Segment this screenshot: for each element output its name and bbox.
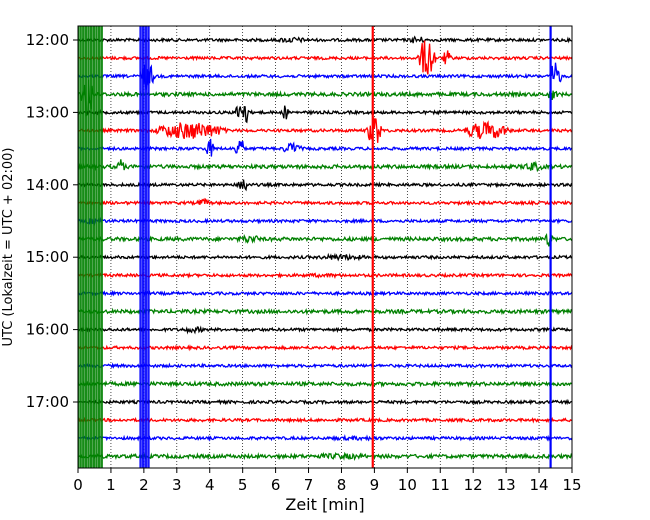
seismogram-traces xyxy=(78,35,572,462)
trace-line xyxy=(78,290,572,297)
trace-line xyxy=(78,451,572,462)
y-tick-label: 14:00 xyxy=(26,176,69,194)
x-tick-label: 2 xyxy=(139,476,149,494)
trace-line xyxy=(78,398,572,406)
y-tick-label: 13:00 xyxy=(26,103,69,121)
trace-line xyxy=(78,307,572,316)
trace-line xyxy=(78,416,572,424)
trace-line xyxy=(78,197,572,207)
y-axis-label: UTC (Lokalzeit = UTC + 02:00) xyxy=(1,148,16,347)
x-tick-label: 9 xyxy=(370,476,380,494)
trace-line xyxy=(78,271,572,280)
x-tick-label: 6 xyxy=(271,476,281,494)
x-tick-label: 5 xyxy=(238,476,248,494)
trace-line xyxy=(78,216,572,227)
trace-line xyxy=(78,379,572,388)
x-tick-label: 4 xyxy=(205,476,215,494)
y-tick-label: 12:00 xyxy=(26,31,69,49)
x-axis-label: Zeit [min] xyxy=(285,495,364,514)
trace-line xyxy=(78,62,572,90)
trace-line xyxy=(78,40,572,75)
x-tick-label: 8 xyxy=(337,476,347,494)
x-tick-label: 0 xyxy=(73,476,83,494)
x-tick-label: 14 xyxy=(530,476,549,494)
x-tick-label: 11 xyxy=(431,476,450,494)
trace-line xyxy=(78,233,572,247)
trace-line xyxy=(78,252,572,262)
trace-line xyxy=(78,138,572,157)
trace-line xyxy=(78,79,572,117)
trace-line xyxy=(78,362,572,369)
x-tick-label: 13 xyxy=(497,476,516,494)
x-tick-label: 1 xyxy=(106,476,116,494)
x-tick-label: 15 xyxy=(562,476,581,494)
trace-line xyxy=(78,117,572,143)
trace-line xyxy=(78,344,572,352)
y-tick-label: 17:00 xyxy=(26,393,69,411)
trace-line xyxy=(78,179,572,192)
x-tick-label: 7 xyxy=(304,476,314,494)
plot-frame xyxy=(77,25,573,469)
trace-line xyxy=(78,433,572,442)
trace-line xyxy=(78,325,572,335)
x-axis-ticks: 0 1 2 3 4 5 6 7 8 9 10 11 12 13 14 15 xyxy=(73,468,582,494)
y-tick-label: 15:00 xyxy=(26,248,69,266)
y-tick-label: 16:00 xyxy=(26,321,69,339)
x-tick-label: 12 xyxy=(464,476,483,494)
y-axis-ticks: 12:00 13:00 14:00 15:00 16:00 17:00 xyxy=(26,31,78,411)
trace-line xyxy=(78,159,572,173)
trace-line xyxy=(78,35,572,44)
x-tick-label: 3 xyxy=(172,476,182,494)
trace-line xyxy=(78,105,572,124)
event-bands xyxy=(78,26,552,468)
x-tick-label: 10 xyxy=(398,476,417,494)
